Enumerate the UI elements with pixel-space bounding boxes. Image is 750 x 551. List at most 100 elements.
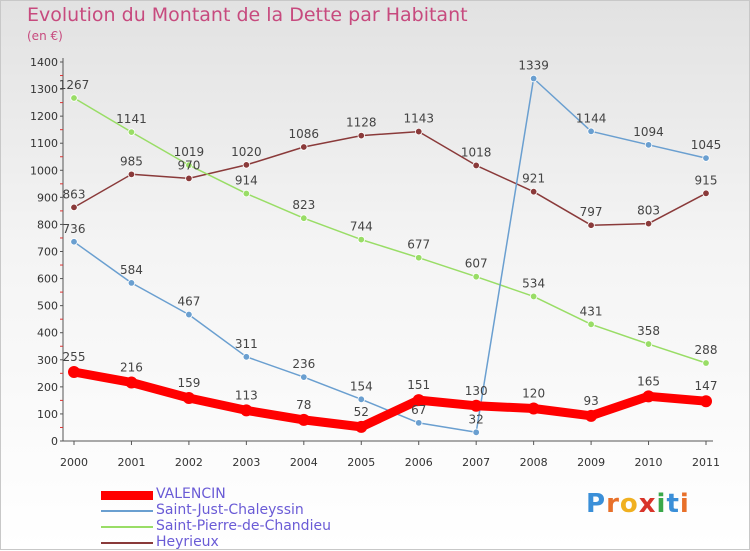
x-tick-label: 2003 (232, 456, 260, 469)
chart-title: Evolution du Montant de la Dette par Hab… (27, 4, 468, 26)
data-label: 677 (407, 238, 430, 252)
data-point (415, 419, 423, 427)
data-label: 736 (63, 222, 86, 236)
data-label: 288 (695, 343, 718, 357)
y-tick-label: 700 (37, 246, 58, 259)
data-point (240, 404, 253, 417)
legend-label: Heyrieux (156, 534, 219, 550)
data-label: 985 (120, 154, 143, 168)
x-tick-label: 2006 (405, 456, 433, 469)
data-label: 159 (177, 376, 200, 390)
data-label: 67 (411, 403, 426, 417)
data-label: 914 (235, 174, 258, 188)
legend-label: Saint-Pierre-de-Chandieu (156, 518, 331, 534)
x-tick-label: 2011 (692, 456, 720, 469)
logo-letter: i (656, 489, 667, 519)
series-line-valencin (69, 367, 711, 432)
data-label: 151 (407, 378, 430, 392)
data-label: 915 (695, 173, 718, 187)
data-point (182, 391, 195, 404)
x-tick-label: 2001 (117, 456, 145, 469)
y-tick-label: 400 (37, 327, 58, 340)
y-tick-label: 0 (51, 435, 58, 448)
logo-letter: x (638, 489, 657, 519)
data-label: 1018 (461, 145, 492, 159)
data-label: 584 (120, 263, 143, 277)
logo-letter: t (666, 489, 680, 519)
data-point (472, 428, 480, 437)
logo-letter: o (619, 489, 639, 519)
data-point (357, 395, 365, 404)
data-point (470, 399, 483, 412)
data-label: 534 (522, 276, 545, 290)
data-point (127, 170, 136, 179)
data-point (70, 238, 78, 246)
data-point (127, 128, 136, 136)
data-point (529, 292, 538, 301)
data-point (300, 214, 308, 222)
series-line-saint-just-chaleyssin (73, 77, 707, 434)
data-label: 1144 (576, 111, 607, 125)
x-tick-label: 2000 (60, 456, 88, 469)
data-point (185, 174, 193, 183)
data-point (242, 161, 251, 169)
data-point (702, 189, 710, 197)
legend-swatch (101, 510, 153, 512)
data-label: 431 (580, 304, 603, 318)
data-label: 1019 (174, 145, 205, 159)
data-point (297, 413, 310, 426)
chart-unit-label: (en €) (27, 29, 63, 43)
data-label: 1086 (289, 127, 320, 141)
y-tick-label: 600 (37, 273, 58, 286)
data-label: 113 (235, 388, 258, 402)
data-point (587, 221, 595, 229)
y-tick-label: 1000 (30, 164, 58, 177)
data-label: 216 (120, 361, 143, 375)
series-line-saint-pierre-de-chandieu (73, 97, 707, 364)
data-point (70, 94, 78, 102)
legend-label: VALENCIN (156, 486, 226, 502)
data-label: 311 (235, 337, 258, 351)
data-point (127, 279, 136, 287)
logo-letter: P (586, 489, 607, 519)
data-point (415, 127, 423, 136)
proxiti-logo: Proxiti (586, 489, 690, 519)
x-tick-label: 2010 (635, 456, 663, 469)
y-tick-label: 300 (37, 354, 58, 367)
data-label: 32 (469, 412, 484, 426)
data-point (702, 154, 710, 162)
data-label: 863 (63, 187, 86, 201)
data-label: 797 (580, 205, 603, 219)
data-label: 358 (637, 324, 660, 338)
y-tick-label: 800 (37, 218, 58, 231)
data-point (185, 310, 193, 319)
data-point (644, 219, 653, 228)
data-label: 130 (465, 384, 488, 398)
data-point (527, 402, 540, 415)
data-point (529, 74, 538, 83)
data-label: 1143 (403, 112, 434, 126)
data-point (702, 359, 710, 367)
data-point (300, 143, 308, 151)
y-tick-label: 500 (37, 300, 58, 313)
data-point (185, 161, 193, 169)
data-label: 1267 (59, 78, 90, 92)
data-point (357, 235, 365, 244)
data-label: 744 (350, 220, 373, 234)
data-label: 1128 (346, 116, 377, 130)
data-label: 607 (465, 257, 488, 271)
logo-letter: i (679, 489, 690, 519)
legend-swatch (101, 490, 153, 500)
data-point (125, 376, 138, 389)
data-label: 154 (350, 379, 373, 393)
data-label: 921 (522, 172, 545, 186)
data-point (642, 390, 655, 403)
data-label: 823 (292, 198, 315, 212)
y-tick-label: 1400 (30, 56, 58, 69)
data-point (585, 409, 598, 422)
x-tick-label: 2007 (462, 456, 490, 469)
x-tick-label: 2002 (175, 456, 203, 469)
legend-label: Saint-Just-Chaleyssin (156, 502, 304, 518)
y-tick-label: 1300 (30, 83, 58, 96)
